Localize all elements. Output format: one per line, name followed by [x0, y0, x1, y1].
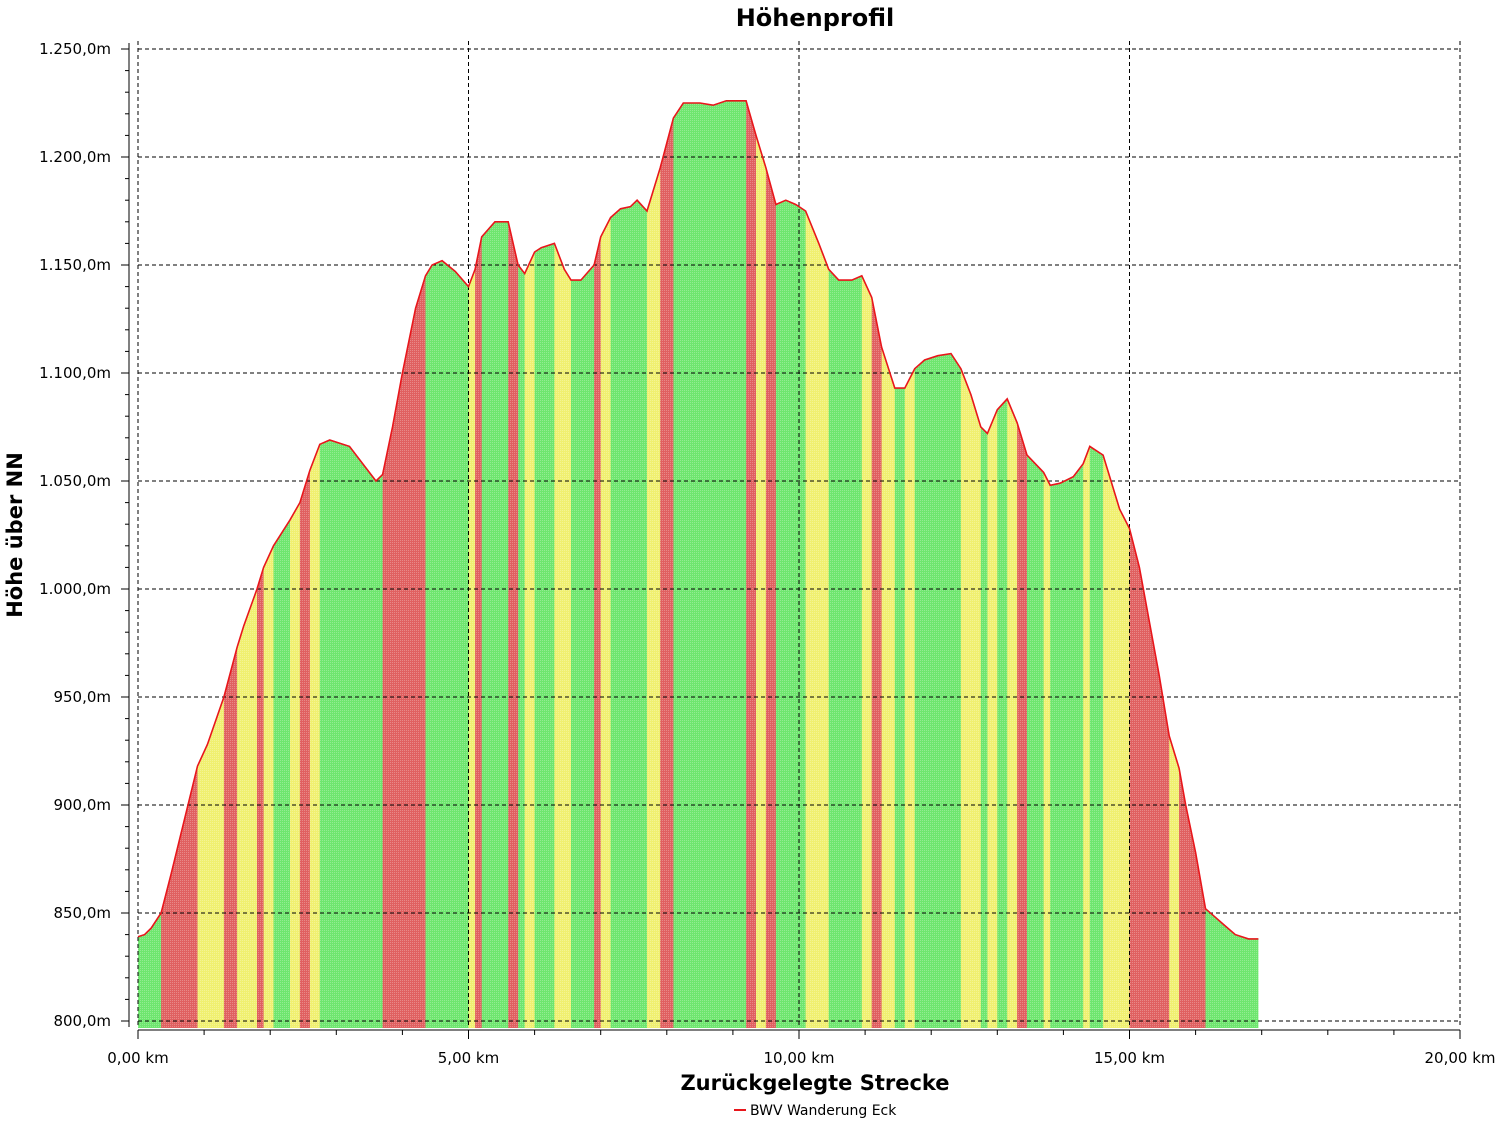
y-axis-title: Höhe über NN	[3, 452, 27, 618]
x-axis-title: Zurückgelegte Strecke	[680, 1071, 949, 1095]
area-segment	[1235, 100, 1250, 1028]
x-tick-label: 5,00 km	[438, 1049, 499, 1067]
y-axis-ticks: 800,0m 850,0m 900,0m 950,0m 1.000,0m 1.050,0m…	[39, 40, 129, 1030]
y-tick-label: 1.150,0m	[39, 256, 111, 274]
series-line-bwv-wanderung-eck	[137, 100, 1259, 940]
y-tick-label: 800,0m	[53, 1012, 111, 1030]
legend-label: BWV Wanderung Eck	[750, 1103, 897, 1119]
y-tick-label: 1.100,0m	[39, 364, 111, 382]
y-tick-label: 1.250,0m	[39, 40, 111, 58]
x-tick-label: 15,00 km	[1094, 1049, 1165, 1067]
y-tick-label: 1.000,0m	[39, 580, 111, 598]
y-tick-label: 950,0m	[53, 688, 111, 706]
area-segment	[1215, 100, 1226, 1028]
area-segment	[1225, 100, 1236, 1028]
area-segment	[1248, 100, 1259, 1028]
area-segment	[138, 100, 146, 1028]
x-tick-label: 20,00 km	[1424, 1049, 1495, 1067]
area-segment	[1205, 100, 1216, 1028]
y-tick-label: 1.200,0m	[39, 148, 111, 166]
y-tick-label: 900,0m	[53, 796, 111, 814]
legend: BWV Wanderung Eck	[734, 1103, 897, 1119]
y-tick-label: 1.050,0m	[39, 472, 111, 490]
x-tick-label: 0,00 km	[107, 1049, 168, 1067]
area-segment	[144, 100, 152, 1028]
x-tick-label: 10,00 km	[763, 1049, 834, 1067]
grid-lines	[137, 41, 1461, 1027]
y-tick-label: 850,0m	[53, 904, 111, 922]
area-segment	[151, 100, 162, 1028]
x-axis-ticks: 0,00 km 5,00 km 10,00 km 15,00 km 20,00 km	[107, 1030, 1496, 1067]
chart-title: Höhenprofil	[736, 4, 895, 32]
